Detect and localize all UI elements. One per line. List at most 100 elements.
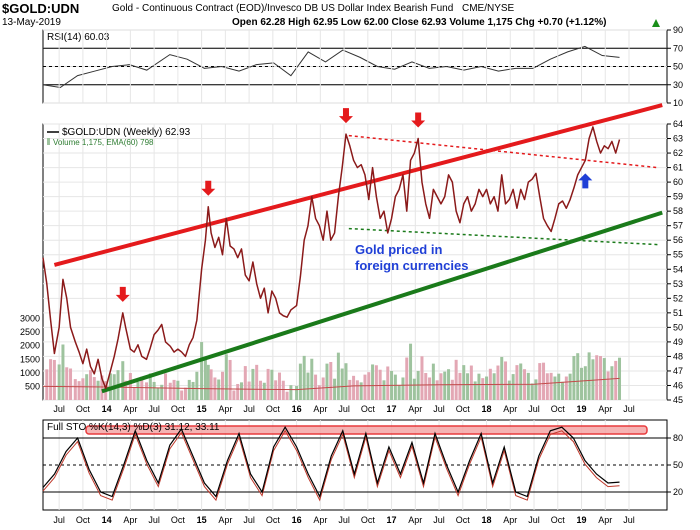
volume-bar (73, 379, 77, 400)
x-tick-label-bottom: 16 (292, 515, 302, 525)
x-tick-label-bottom: Oct (171, 515, 186, 525)
volume-bar (515, 365, 519, 400)
volume-bar (557, 373, 561, 400)
volume-bar (496, 365, 500, 400)
x-tick-label-top: Apr (598, 404, 612, 414)
volume-bar (128, 372, 132, 400)
volume-bar (348, 379, 352, 400)
volume-bar (65, 367, 69, 400)
volume-bar (458, 372, 462, 400)
volume-bar (321, 377, 325, 400)
volume-bar (424, 372, 428, 400)
x-tick-label-top: 16 (292, 404, 302, 414)
x-tick-label-bottom: Jul (528, 515, 540, 525)
volume-bar (172, 379, 176, 400)
price-tick-label: 48 (673, 351, 683, 361)
x-tick-label-top: Jul (433, 404, 445, 414)
volume-bar (409, 343, 413, 400)
sto-d-line (42, 429, 620, 502)
down-arrow-icon (201, 180, 216, 196)
volume-bar (549, 372, 553, 400)
legend-volume-text: Volume 1,175, EMA(60) 798 (53, 138, 154, 147)
annotation-text: foreign currencies (355, 258, 468, 273)
sto-k-line (42, 426, 620, 499)
price-tick-label: 50 (673, 322, 683, 332)
volume-bar (258, 380, 262, 400)
x-tick-label-bottom: Apr (503, 515, 517, 525)
exchange-label: CME/NYSE (462, 3, 515, 14)
volume-bar (580, 367, 584, 400)
x-tick-label-bottom: Apr (218, 515, 232, 525)
x-tick-label-top: Apr (313, 404, 327, 414)
x-tick-label-bottom: 15 (197, 515, 207, 525)
volume-bar (88, 370, 92, 400)
price-tick-label: 62 (673, 148, 683, 158)
date-label: 13-May-2019 (2, 17, 61, 28)
volume-bar (314, 374, 318, 400)
x-tick-label-top: Jul (528, 404, 540, 414)
rsi-series-line (42, 45, 620, 89)
volume-bar (576, 353, 580, 400)
volume-bar (132, 387, 136, 400)
price-tick-label: 49 (673, 337, 683, 347)
volume-bar (344, 363, 348, 400)
volume-bar (614, 360, 618, 400)
volume-ema-line (42, 377, 620, 391)
volume-bar (435, 380, 439, 400)
x-tick-label-top: Oct (551, 404, 566, 414)
down-arrow-icon (411, 112, 426, 128)
x-tick-label-bottom: Jul (148, 515, 160, 525)
price-tick-label: 58 (673, 206, 683, 216)
volume-bar (183, 387, 187, 400)
volume-bar (96, 380, 100, 400)
price-tick-label: 59 (673, 192, 683, 202)
volume-bar (374, 365, 378, 400)
volume-tick-label: 2000 (20, 341, 40, 351)
volume-bar (363, 374, 367, 400)
volume-tick-label: 1000 (20, 368, 40, 378)
volume-bar (492, 373, 496, 400)
rsi-tick-label: 30 (673, 80, 683, 90)
volume-bar (221, 371, 225, 400)
x-tick-label-bottom: Apr (313, 515, 327, 525)
volume-bar (382, 380, 386, 400)
sto-tick-label: 50 (673, 460, 683, 470)
volume-bar (504, 361, 508, 400)
volume-bar (240, 382, 244, 400)
volume-bar (295, 386, 299, 400)
price-tick-label: 53 (673, 279, 683, 289)
price-series-line (42, 126, 621, 390)
volume-bar (568, 373, 572, 400)
volume-bar (519, 363, 523, 400)
volume-bar (140, 376, 144, 400)
volume-bar (262, 382, 266, 400)
volume-bar (610, 366, 614, 400)
volume-bar (206, 364, 210, 400)
volume-bar (100, 375, 104, 400)
x-tick-label-bottom: Apr (598, 515, 612, 525)
volume-bar (587, 352, 591, 400)
volume-bar (164, 373, 168, 400)
down-arrow-icon (338, 108, 353, 124)
volume-bar (545, 373, 549, 400)
volume-bar (477, 373, 481, 400)
x-tick-label-bottom: Oct (266, 515, 281, 525)
volume-bar (247, 381, 251, 400)
volume-bar (176, 380, 180, 400)
x-tick-label-top: Oct (266, 404, 281, 414)
volume-bar (251, 368, 255, 400)
price-tick-label: 57 (673, 221, 683, 231)
volume-bar (572, 356, 576, 400)
volume-bar (195, 371, 199, 400)
volume-bar (428, 377, 432, 400)
volume-bar (289, 385, 293, 400)
volume-bar (228, 359, 232, 400)
x-tick-label-top: Oct (361, 404, 376, 414)
green-support-trendline (101, 210, 663, 394)
ohlc-label: Open 62.28 High 62.95 Low 62.00 Close 62… (232, 17, 607, 28)
volume-bar (359, 382, 363, 400)
price-tick-label: 56 (673, 235, 683, 245)
volume-bar (511, 374, 515, 400)
x-tick-label-top: Apr (503, 404, 517, 414)
